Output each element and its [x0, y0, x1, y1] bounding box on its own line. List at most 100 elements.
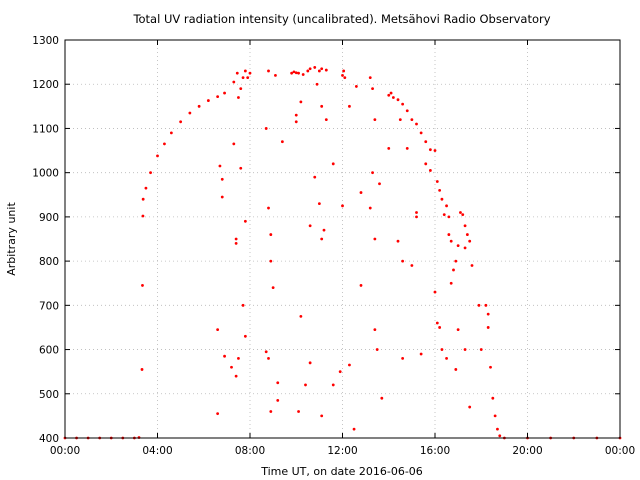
data-point: [243, 69, 247, 73]
y-tick-label: 400: [39, 433, 59, 445]
data-point: [489, 365, 492, 369]
data-point: [313, 175, 317, 179]
data-point: [276, 399, 280, 402]
x-tick-label: 00:00: [605, 445, 635, 457]
data-point: [433, 290, 437, 294]
data-point: [493, 414, 497, 418]
x-tick-label: 08:00: [235, 445, 265, 457]
data-point: [301, 73, 305, 76]
data-point: [470, 264, 474, 267]
data-point: [294, 113, 298, 117]
y-tick-label: 1000: [32, 168, 59, 180]
x-axis-label: Time UT, on date 2016-06-06: [260, 465, 423, 478]
data-point: [237, 357, 240, 360]
x-tick-label: 00:00: [50, 445, 80, 457]
x-tick-label: 04:00: [142, 445, 172, 457]
data-point: [188, 111, 192, 115]
data-point: [484, 303, 488, 307]
data-point: [378, 182, 381, 186]
data-point: [163, 142, 166, 146]
data-point: [267, 69, 270, 73]
data-point: [149, 171, 152, 175]
data-point: [274, 73, 277, 77]
y-tick-label: 700: [39, 300, 59, 312]
data-point: [440, 197, 444, 201]
data-point: [373, 118, 377, 121]
data-point: [141, 214, 145, 218]
data-point: [320, 104, 324, 108]
data-point: [440, 348, 444, 351]
data-point: [368, 206, 372, 210]
data-point: [491, 396, 495, 400]
data-point: [223, 354, 226, 358]
data-point: [234, 242, 238, 245]
data-point: [389, 91, 393, 95]
data-points: [63, 66, 622, 440]
y-tick-label: 800: [39, 256, 59, 268]
data-point: [424, 162, 428, 166]
data-point: [387, 146, 391, 150]
data-point: [463, 224, 467, 228]
data-point: [241, 303, 245, 307]
data-point: [456, 244, 460, 248]
data-point: [415, 122, 418, 126]
data-point: [498, 434, 502, 438]
data-point: [269, 410, 273, 413]
data-point: [398, 118, 402, 121]
data-point: [380, 396, 384, 400]
data-point: [220, 195, 224, 199]
data-point: [435, 180, 439, 183]
data-point: [331, 383, 335, 387]
y-tick-label: 1300: [32, 35, 59, 47]
data-point: [447, 233, 451, 236]
y-tick-label: 600: [39, 345, 59, 357]
y-axis-label: Arbitrary unit: [5, 202, 18, 276]
y-tick-label: 1100: [32, 123, 59, 135]
data-point: [401, 102, 405, 106]
data-point: [348, 363, 351, 367]
data-point: [438, 326, 442, 329]
data-point: [371, 171, 374, 175]
data-point: [306, 69, 310, 73]
data-point: [144, 186, 148, 190]
data-point: [373, 328, 377, 332]
data-point: [243, 219, 247, 223]
data-point: [342, 69, 346, 73]
data-point: [280, 140, 284, 144]
data-point: [359, 284, 363, 287]
data-point: [232, 80, 236, 84]
data-point: [320, 67, 324, 71]
data-point: [468, 405, 472, 409]
data-point: [230, 365, 233, 369]
x-tick-label: 20:00: [512, 445, 542, 457]
data-point: [445, 204, 448, 208]
data-point: [447, 215, 451, 219]
data-point: [317, 69, 321, 73]
data-point: [375, 348, 379, 351]
data-point: [269, 233, 273, 236]
chart-title: Total UV radiation intensity (uncalibrat…: [132, 12, 550, 26]
data-point: [308, 67, 312, 71]
data-point: [435, 321, 439, 325]
data-point: [428, 169, 432, 172]
data-point: [324, 118, 328, 121]
data-point: [320, 414, 324, 418]
data-point: [454, 259, 458, 263]
data-point: [428, 148, 432, 152]
data-point: [269, 259, 273, 263]
data-point: [276, 381, 280, 385]
data-point: [297, 71, 300, 75]
data-point: [348, 104, 351, 108]
y-tick-label: 900: [39, 212, 59, 224]
data-point: [197, 104, 201, 108]
data-point: [410, 118, 414, 121]
data-point: [486, 326, 490, 329]
data-point: [141, 284, 144, 287]
data-point: [239, 166, 243, 170]
data-point: [449, 281, 453, 285]
data-point: [234, 237, 238, 241]
data-point: [459, 211, 462, 214]
data-point: [359, 191, 363, 194]
data-point: [331, 162, 335, 166]
data-point: [405, 109, 409, 113]
